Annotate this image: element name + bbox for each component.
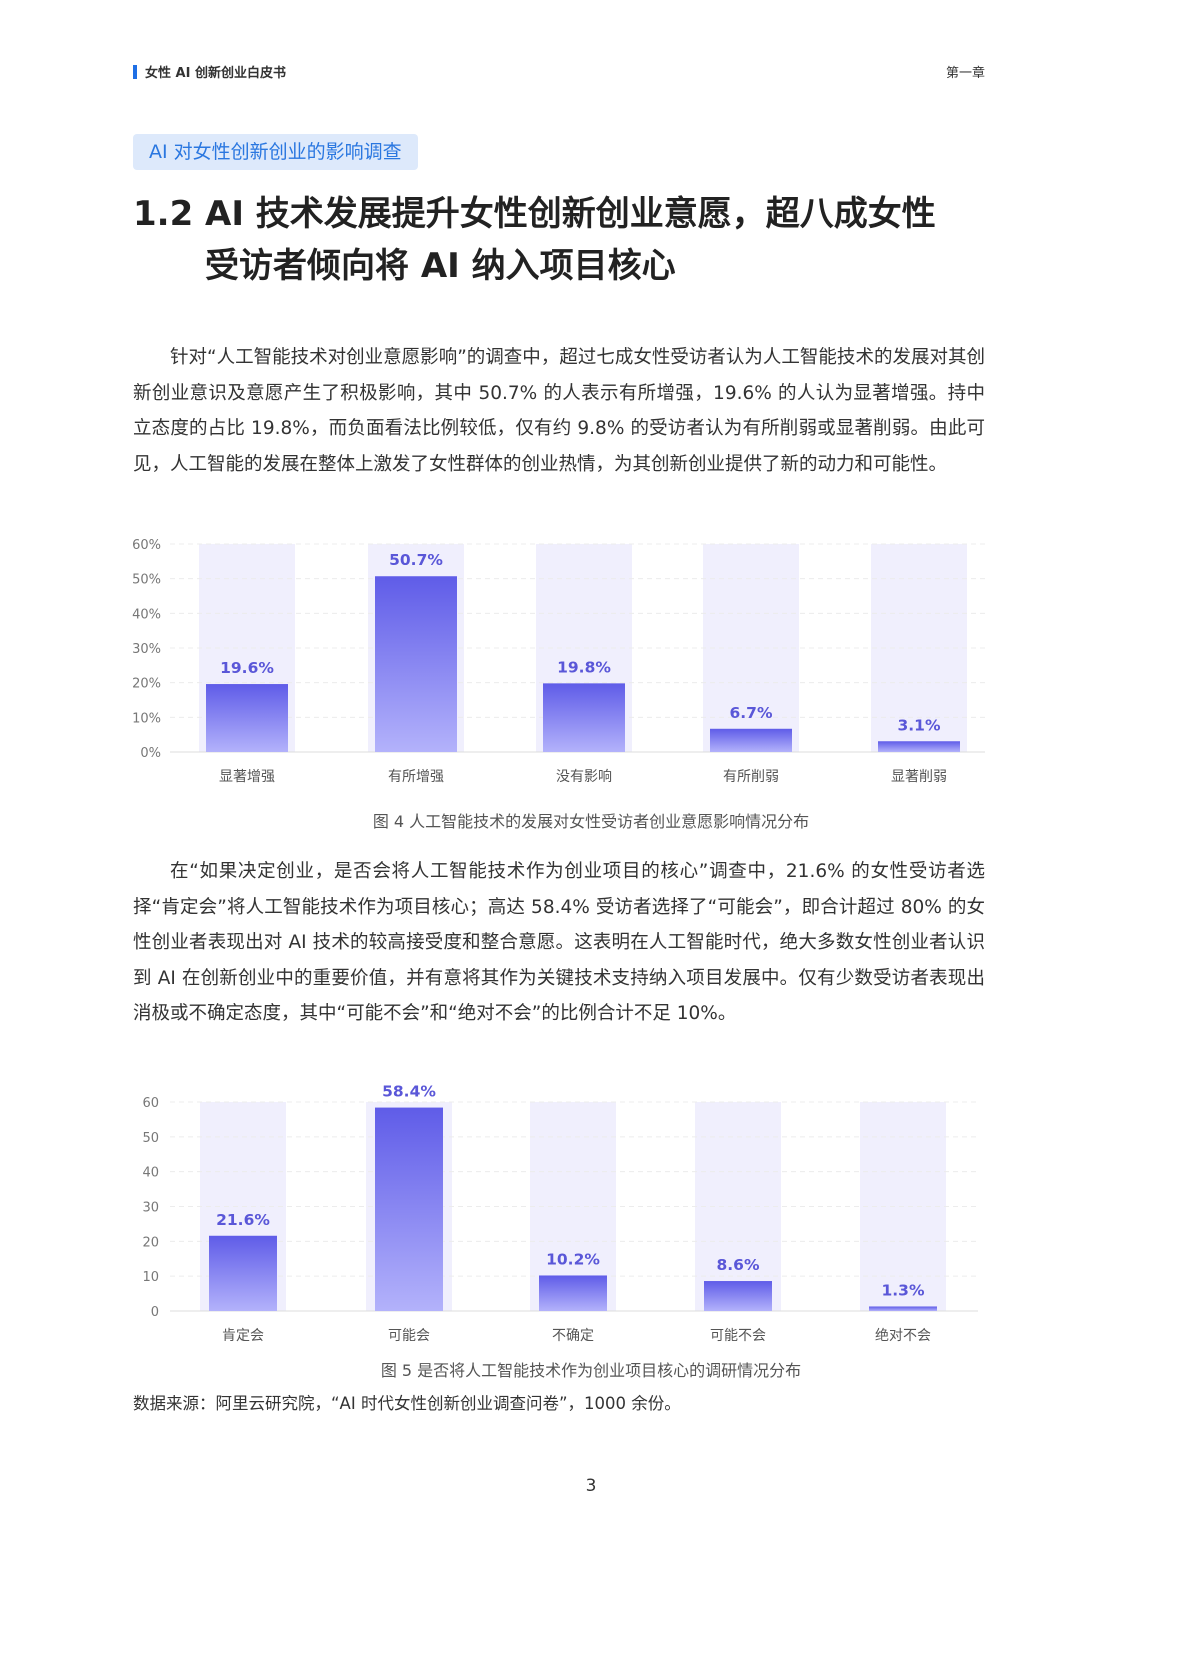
bar <box>878 741 960 752</box>
bar <box>375 576 457 752</box>
y-tick-label: 20 <box>142 1235 159 1250</box>
x-category-label: 肯定会 <box>222 1328 264 1344</box>
data-label: 50.7% <box>389 551 443 569</box>
section-number: 1.2 <box>133 194 194 234</box>
x-category-label: 不确定 <box>552 1328 594 1344</box>
page-number: 3 <box>585 1476 597 1496</box>
x-category-label: 显著增强 <box>219 769 275 785</box>
data-label: 6.7% <box>730 704 773 722</box>
data-label: 19.8% <box>557 658 611 676</box>
data-label: 19.6% <box>220 659 274 677</box>
x-category-label: 可能会 <box>388 1328 430 1344</box>
doc-title-text: 女性 AI 创新创业白皮书 <box>145 66 286 81</box>
y-tick-label: 40 <box>142 1166 159 1181</box>
data-label: 8.6% <box>717 1256 760 1274</box>
data-label: 58.4% <box>382 1083 436 1101</box>
title-line-1: AI 技术发展提升女性创新创业意愿，超八成女性 <box>205 194 936 234</box>
header-doc-title: 女性 AI 创新创业白皮书 <box>133 62 286 81</box>
y-tick-label: 60% <box>132 538 161 553</box>
figure-5-caption: 图 5 是否将人工智能技术作为创业项目核心的调研情况分布 <box>380 1361 802 1380</box>
bar <box>869 1306 937 1311</box>
data-source: 数据来源：阿里云研究院，“AI 时代女性创新创业调查问卷”，1000 余份。 <box>133 1394 681 1413</box>
y-tick-label: 60 <box>142 1096 159 1111</box>
x-category-label: 绝对不会 <box>875 1328 931 1344</box>
bar <box>539 1275 607 1311</box>
y-tick-label: 50% <box>132 573 161 588</box>
data-label: 10.2% <box>546 1250 600 1268</box>
x-category-label: 可能不会 <box>710 1328 766 1344</box>
data-label: 3.1% <box>898 716 941 734</box>
figure-4-caption: 图 4 人工智能技术的发展对女性受访者创业意愿影响情况分布 <box>372 812 810 831</box>
header-accent-bar <box>133 64 137 79</box>
y-tick-label: 10% <box>132 711 161 726</box>
chart-figure-5: 0 10 20 30 40 50 60 21.6% 肯定会 58.4% 可能会 10.2% 不确定 8.6… <box>142 1083 978 1344</box>
y-tick-label: 20% <box>132 677 161 692</box>
bar <box>375 1107 443 1311</box>
data-label: 1.3% <box>882 1281 925 1299</box>
paragraph-2: 在“如果决定创业，是否会将人工智能技术作为创业项目的核心”调查中，21.6% 的… <box>133 861 985 1024</box>
data-label: 21.6% <box>216 1211 270 1229</box>
section-tag: AI 对女性创新创业的影响调查 <box>133 134 418 170</box>
x-category-label: 有所增强 <box>388 769 444 785</box>
y-tick-label: 30% <box>132 642 161 657</box>
header-chapter: 第一章 <box>945 66 985 81</box>
y-tick-label: 0% <box>140 746 161 761</box>
x-category-label: 没有影响 <box>556 769 612 785</box>
y-tick-label: 40% <box>132 607 161 622</box>
y-tick-label: 10 <box>142 1270 159 1285</box>
y-tick-label: 50 <box>142 1131 159 1146</box>
page-title: 1.2 AI 技术发展提升女性创新创业意愿，超八成女性 受访者倾向将 AI 纳入项… <box>133 188 1003 292</box>
bar <box>704 1281 772 1311</box>
bar <box>710 728 792 752</box>
x-category-label: 显著削弱 <box>891 769 947 785</box>
y-tick-label: 0 <box>151 1305 159 1320</box>
paragraph-1: 针对“人工智能技术对创业意愿影响”的调查中，超过七成女性受访者认为人工智能技术的… <box>133 347 985 475</box>
bar <box>209 1235 277 1311</box>
title-line-2: 受访者倾向将 AI 纳入项目核心 <box>205 246 676 286</box>
y-tick-label: 30 <box>142 1201 159 1216</box>
x-category-label: 有所削弱 <box>723 769 779 785</box>
chart-figure-4: 0% 10% 20% 30% 40% 50% 60% 19.6% 显著增强 50.7% 有所增强 19… <box>132 538 985 785</box>
bar <box>543 683 625 752</box>
bar <box>206 684 288 752</box>
